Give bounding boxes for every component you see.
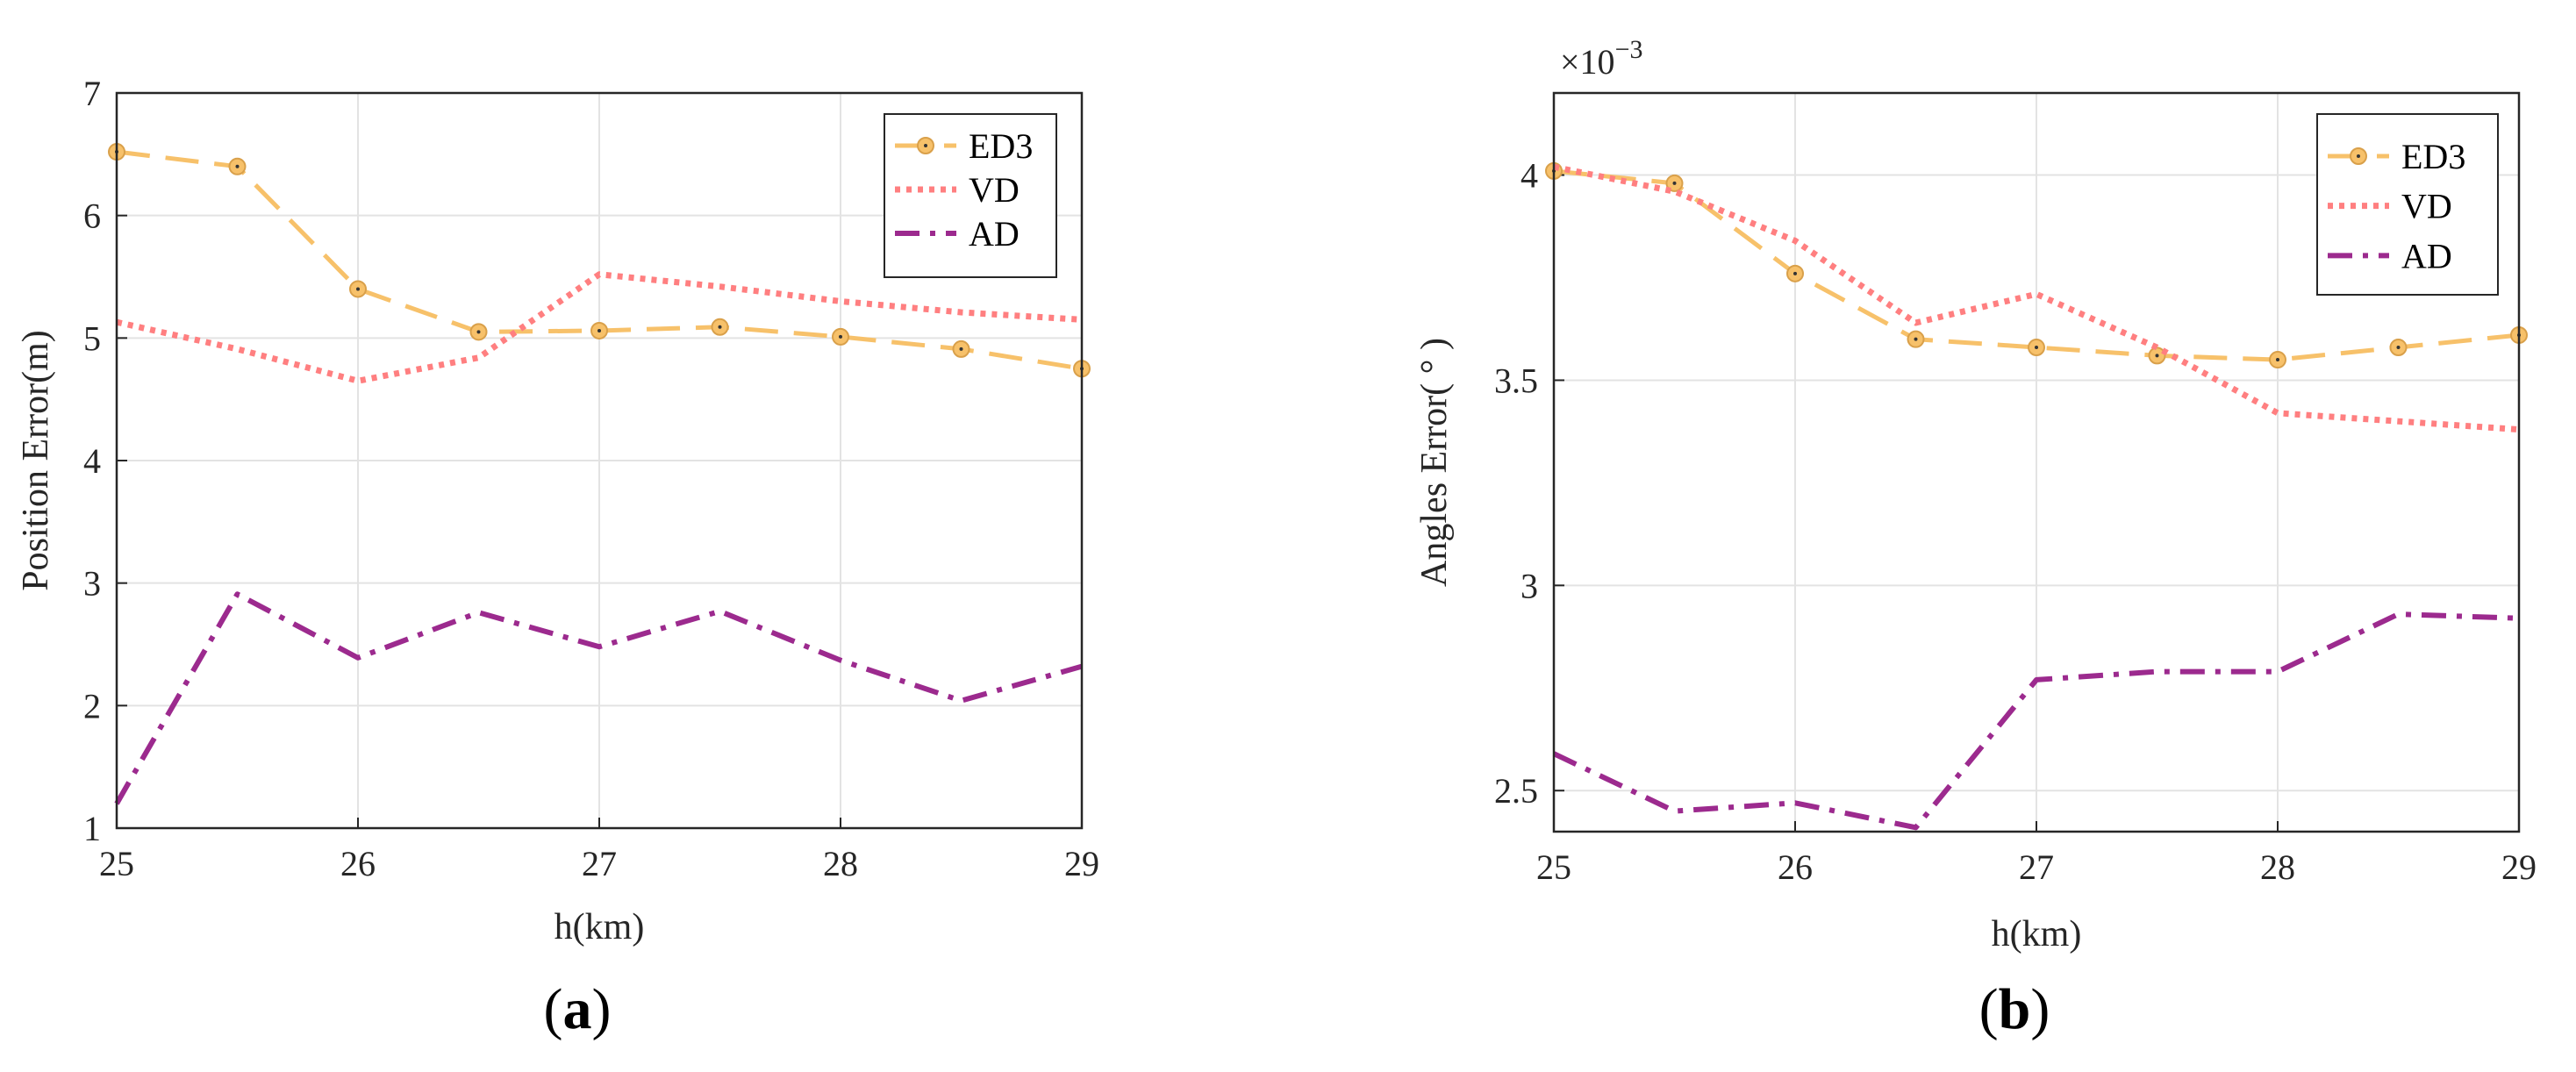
- axes-box: [1552, 91, 2521, 833]
- chart-a: 25 26 27 28 29 1 2 3 4 5 6 7 h(km) Position Error(m) E…: [16, 74, 1099, 1041]
- data-point-center: [235, 164, 240, 168]
- axes-box: [115, 91, 1084, 830]
- series-line-vd: [116, 271, 1083, 384]
- legend: ED3 VD AD: [2316, 113, 2499, 296]
- x-tick-label: 27: [2019, 847, 2054, 887]
- legend-label-ad: AD: [969, 214, 1020, 254]
- series-line-ed3: [1553, 168, 2520, 362]
- y-tick-label: 6: [83, 197, 101, 236]
- legend-label-ed3: ED3: [2401, 137, 2465, 176]
- y-tick-label: 3.5: [1494, 361, 1538, 400]
- data-point-center: [2396, 346, 2401, 350]
- y-tick-label: 4: [83, 441, 101, 481]
- x-axis-label: h(km): [555, 907, 645, 947]
- series-line-ad: [114, 591, 1083, 805]
- x-tick-label: 28: [2260, 847, 2295, 887]
- legend-marker-center: [924, 144, 927, 147]
- data-point-center: [2276, 358, 2279, 362]
- data-point-center: [476, 330, 481, 334]
- x-axis-label: h(km): [1992, 914, 2082, 954]
- data-point-center: [718, 325, 722, 329]
- axis-scale-exponent: −3: [1615, 35, 1643, 64]
- y-tick-label: 7: [83, 74, 101, 113]
- data-point-center: [839, 334, 842, 339]
- data-point-center: [2035, 346, 2038, 350]
- legend-label-vd: VD: [2401, 187, 2452, 226]
- x-tick-label: 25: [99, 844, 134, 883]
- subfigure-caption-letter: b: [1999, 977, 2031, 1041]
- x-tick-label: 26: [1778, 847, 1813, 887]
- data-point-center: [356, 287, 360, 291]
- subfigure-caption-letter: a: [563, 977, 592, 1041]
- y-tick-label: 2.5: [1494, 771, 1538, 811]
- y-tick-label: 1: [83, 809, 101, 848]
- data-point-center: [1672, 181, 1677, 185]
- y-axis-label: Position Error(m): [16, 330, 56, 590]
- legend-label-vd: VD: [969, 170, 1020, 210]
- chart-b: 25 26 27 28 29 2.5 3 3.5 4 h(km) Angles Error( ° )…: [1414, 35, 2537, 1041]
- subfigure-caption: (a): [544, 977, 612, 1041]
- y-tick-label: 5: [83, 318, 101, 358]
- x-tick-label: 25: [1536, 847, 1571, 887]
- x-tick-label: 27: [582, 844, 617, 883]
- data-point-center: [597, 328, 601, 332]
- x-tick-label: 29: [2501, 847, 2537, 887]
- data-point-center: [1914, 337, 1918, 341]
- y-tick-label: 4: [1521, 156, 1538, 196]
- legend-label-ad: AD: [2401, 236, 2452, 275]
- data-point-center: [2155, 354, 2159, 358]
- x-tick-label: 29: [1064, 844, 1099, 883]
- y-axis-label: Angles Error( ° ): [1414, 338, 1455, 587]
- y-tick-label: 2: [83, 686, 101, 725]
- subfigure-caption: (b): [1979, 977, 2050, 1041]
- data-point-center: [959, 347, 963, 351]
- legend-box: [2316, 113, 2499, 296]
- x-tick-label: 28: [823, 844, 858, 883]
- legend-label-ed3: ED3: [969, 126, 1033, 166]
- axis-scale-label: ×10−3: [1560, 35, 1642, 82]
- legend-box: [884, 113, 1057, 278]
- y-tick-label: 3: [83, 564, 101, 604]
- y-tick-label: 3: [1521, 566, 1538, 605]
- x-tick-label: 26: [340, 844, 376, 883]
- legend-marker-center: [2357, 154, 2360, 158]
- series-line-ad: [1552, 611, 2520, 831]
- data-point-center: [1793, 271, 1797, 275]
